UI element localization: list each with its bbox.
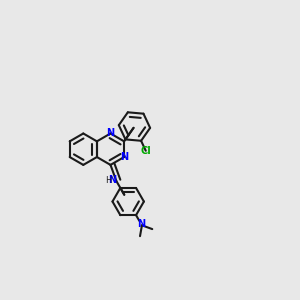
Text: N: N	[108, 176, 116, 185]
Text: N: N	[106, 128, 115, 139]
Text: H: H	[105, 176, 112, 185]
Text: Cl: Cl	[140, 146, 151, 156]
Text: N: N	[120, 152, 128, 162]
Text: N: N	[137, 219, 145, 229]
